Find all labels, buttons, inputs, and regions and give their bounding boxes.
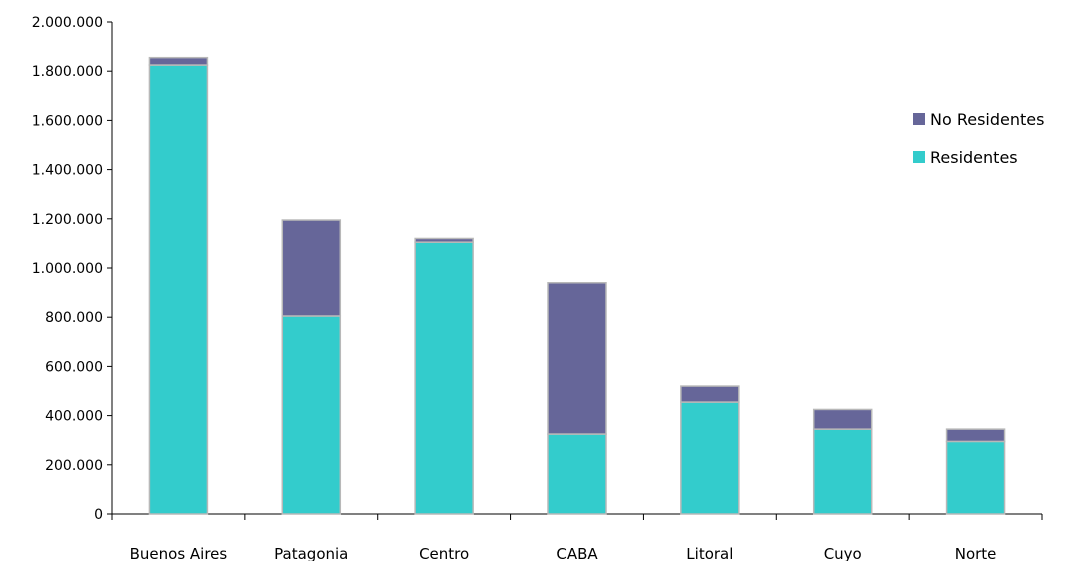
x-tick-label: Norte — [955, 545, 997, 561]
y-tick-label: 200.000 — [45, 458, 103, 474]
bar-residentes — [812, 428, 873, 515]
bar-no-residentes — [812, 408, 873, 430]
x-tick-label: Centro — [419, 545, 469, 561]
bar-residentes — [281, 315, 342, 515]
bar-no-residentes — [547, 282, 607, 435]
y-tick-label: 1.000.000 — [32, 261, 103, 277]
legend: No Residentes Residentes — [913, 110, 1044, 167]
bar-no-residentes — [281, 219, 342, 317]
x-tick-label: Litoral — [686, 545, 733, 561]
legend-label: Residentes — [930, 148, 1018, 167]
x-tick-label: CABA — [556, 545, 598, 561]
bar-residentes — [680, 401, 740, 515]
x-tick-label: Patagonia — [274, 545, 348, 561]
bar-residentes — [945, 440, 1006, 515]
y-tick-label: 2.000.000 — [32, 15, 103, 31]
x-axis: Buenos Aires Patagonia Centro CABA Litoral Cu… — [111, 513, 1043, 561]
bar-no-residentes — [414, 237, 474, 243]
y-tick-label: 400.000 — [45, 409, 103, 425]
y-tick-label: 1.200.000 — [32, 212, 103, 228]
legend-swatch — [913, 113, 925, 125]
legend-label: No Residentes — [930, 110, 1044, 129]
y-tick-label: 1.800.000 — [32, 64, 103, 80]
bar-no-residentes — [945, 428, 1006, 443]
y-axis: 0 200.000 400.000 600.000 800.000 1.000.000 1.… — [32, 15, 113, 523]
bar-residentes — [547, 433, 607, 515]
y-tick-label: 1.600.000 — [32, 113, 103, 129]
bars — [148, 56, 1006, 515]
bar-residentes — [148, 64, 209, 515]
y-tick-label: 800.000 — [45, 310, 103, 326]
y-tick-label: 0 — [94, 507, 103, 523]
x-tick-label: Buenos Aires — [130, 545, 228, 561]
bar-no-residentes — [680, 385, 740, 403]
bar-residentes — [414, 241, 474, 515]
y-tick-label: 600.000 — [45, 359, 103, 375]
y-tick-label: 1.400.000 — [32, 163, 103, 179]
legend-swatch — [913, 151, 925, 163]
bar-no-residentes — [148, 56, 209, 66]
x-tick-label: Cuyo — [824, 545, 862, 561]
